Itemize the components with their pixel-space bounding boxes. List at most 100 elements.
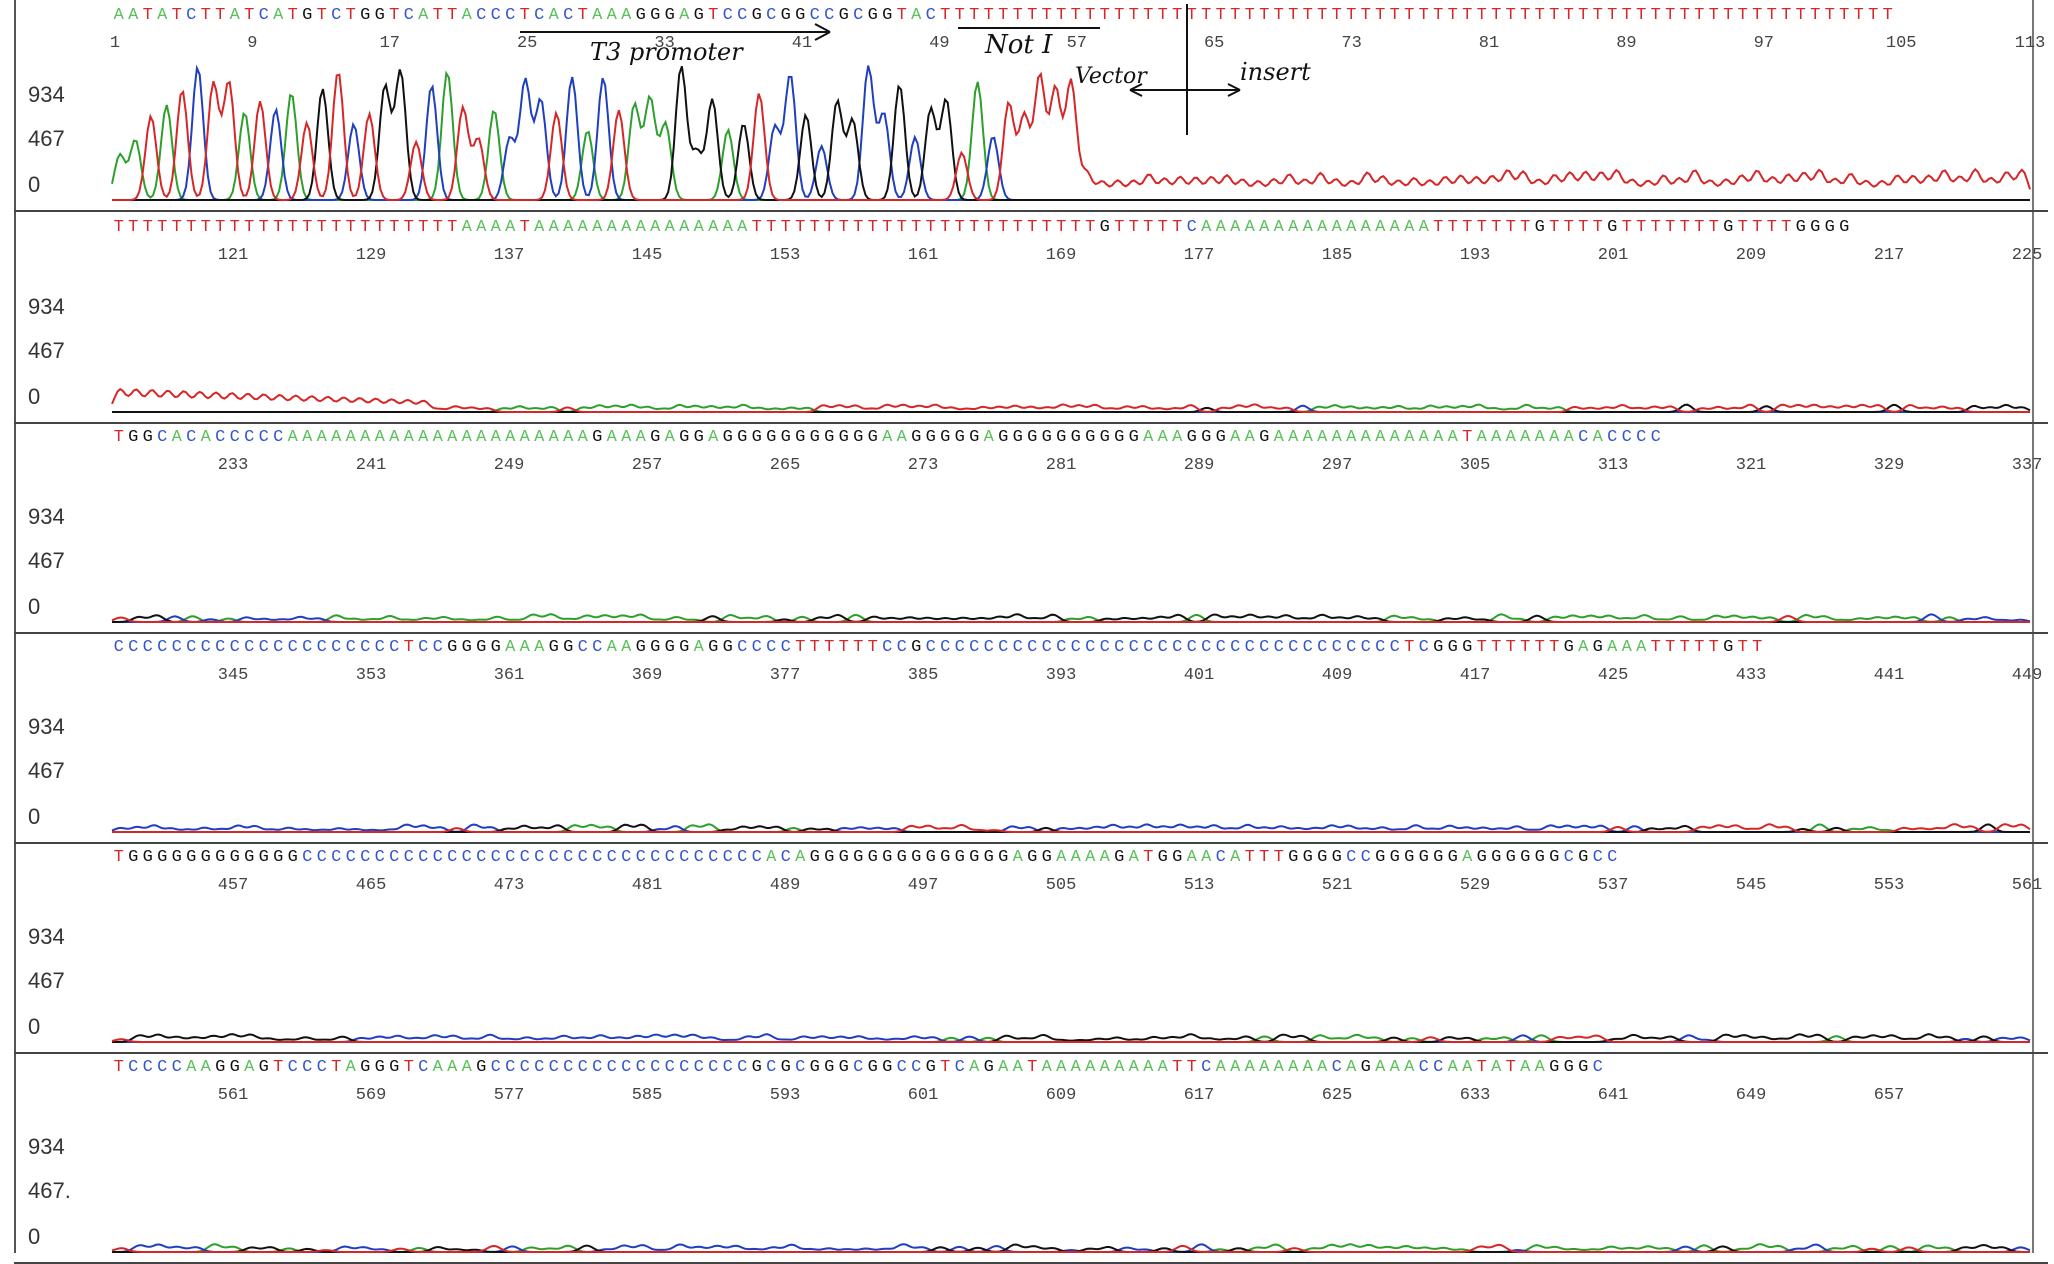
base-call: C xyxy=(1375,638,1387,657)
position-label: 273 xyxy=(907,456,939,475)
base-call: G xyxy=(171,848,183,867)
promoter-arrow-head xyxy=(814,31,831,41)
base-call: G xyxy=(1723,218,1735,237)
base-call: T xyxy=(853,638,865,657)
base-call: G xyxy=(128,428,140,447)
base-call: T xyxy=(331,1058,343,1077)
base-call: A xyxy=(1346,218,1358,237)
base-call: C xyxy=(244,428,256,447)
position-label: 385 xyxy=(907,666,939,685)
base-call: T xyxy=(273,1058,285,1077)
base-call: A xyxy=(1375,428,1387,447)
base-call: C xyxy=(389,638,401,657)
base-call: G xyxy=(1114,428,1126,447)
base-call: A xyxy=(461,1058,473,1077)
base-call: T xyxy=(969,218,981,237)
base-call: A xyxy=(447,428,459,447)
base-call: G xyxy=(664,638,676,657)
base-call: C xyxy=(157,638,169,657)
base-call: G xyxy=(882,1058,894,1077)
base-call: G xyxy=(1041,848,1053,867)
base-call: G xyxy=(1534,848,1546,867)
base-call: G xyxy=(954,428,966,447)
y-tick-label: 0 xyxy=(28,594,41,619)
position-label: 313 xyxy=(1597,456,1629,475)
base-call: T xyxy=(1027,1058,1039,1077)
base-call: A xyxy=(418,428,430,447)
base-call: G xyxy=(679,638,691,657)
base-call: A xyxy=(200,1058,212,1077)
base-call: C xyxy=(476,6,488,25)
position-label: 625 xyxy=(1321,1086,1353,1105)
position-ruler: 1 9 17 25 33 41 49 57 65 73 81 89 97 105 113 xyxy=(0,34,2054,58)
position-label: 401 xyxy=(1183,666,1215,685)
base-call: A xyxy=(1375,1058,1387,1077)
base-call: T xyxy=(389,218,401,237)
base-call: A xyxy=(1172,428,1184,447)
position-label: 169 xyxy=(1045,246,1077,265)
base-call: C xyxy=(592,1058,604,1077)
position-label: 561 xyxy=(217,1086,249,1105)
base-call: T xyxy=(1143,218,1155,237)
base-call: G xyxy=(142,428,154,447)
base-call: C xyxy=(534,6,546,25)
base-call: T xyxy=(389,6,401,25)
base-call: T xyxy=(302,218,314,237)
base-call: A xyxy=(896,428,908,447)
base-call: T xyxy=(1708,638,1720,657)
base-call: G xyxy=(882,6,894,25)
base-call: C xyxy=(954,638,966,657)
base-call: T xyxy=(1244,6,1256,25)
position-label: 1 xyxy=(109,34,121,53)
base-call: T xyxy=(1056,218,1068,237)
base-call: G xyxy=(722,428,734,447)
base-call: T xyxy=(157,218,169,237)
base-call: T xyxy=(1157,6,1169,25)
base-call: T xyxy=(1027,6,1039,25)
base-call: T xyxy=(998,218,1010,237)
base-call: T xyxy=(215,6,227,25)
base-call: A xyxy=(534,428,546,447)
base-call: T xyxy=(1360,6,1372,25)
base-call: G xyxy=(911,428,923,447)
base-call: A xyxy=(128,6,140,25)
base-call: A xyxy=(1607,638,1619,657)
base-call: G xyxy=(853,428,865,447)
base-call: T xyxy=(229,218,241,237)
base-call: T xyxy=(142,218,154,237)
base-call: T xyxy=(1230,6,1242,25)
position-label: 593 xyxy=(769,1086,801,1105)
base-call: G xyxy=(1447,638,1459,657)
base-call: T xyxy=(519,6,531,25)
base-call: C xyxy=(1360,638,1372,657)
base-call: T xyxy=(1143,848,1155,867)
base-call: T xyxy=(1128,218,1140,237)
base-call: G xyxy=(722,638,734,657)
base-call: C xyxy=(1563,848,1575,867)
base-call: A xyxy=(1360,428,1372,447)
base-call: A xyxy=(1592,428,1604,447)
base-call: G xyxy=(1578,1058,1590,1077)
base-call: C xyxy=(171,638,183,657)
base-call: A xyxy=(360,428,372,447)
position-label: 25 xyxy=(516,34,538,53)
position-label: 345 xyxy=(217,666,249,685)
base-call: T xyxy=(1810,6,1822,25)
base-call: A xyxy=(519,428,531,447)
base-call: T xyxy=(1157,218,1169,237)
base-call: A xyxy=(505,218,517,237)
base-call: A xyxy=(461,6,473,25)
base-call: G xyxy=(302,6,314,25)
base-call: T xyxy=(1404,638,1416,657)
base-call: C xyxy=(519,848,531,867)
trace-line-g xyxy=(112,403,2031,413)
base-call: G xyxy=(360,6,372,25)
base-call: G xyxy=(838,428,850,447)
base-call: A xyxy=(1230,1058,1242,1077)
base-call: T xyxy=(911,218,923,237)
base-call: G xyxy=(360,1058,372,1077)
base-call: A xyxy=(606,218,618,237)
base-call: G xyxy=(1056,428,1068,447)
base-call: T xyxy=(1737,218,1749,237)
position-label: 433 xyxy=(1735,666,1767,685)
